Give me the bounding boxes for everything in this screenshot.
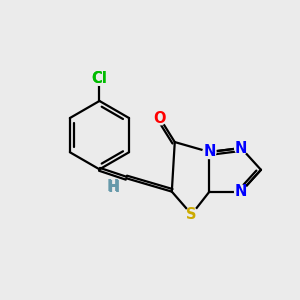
Text: N: N — [203, 145, 216, 160]
Text: S: S — [186, 207, 197, 222]
Text: Cl: Cl — [92, 71, 107, 86]
Circle shape — [203, 146, 216, 158]
Text: H: H — [107, 179, 119, 194]
Text: N: N — [235, 140, 247, 155]
Text: H: H — [108, 180, 120, 195]
Circle shape — [185, 208, 198, 221]
Circle shape — [93, 72, 106, 85]
Text: N: N — [235, 184, 247, 199]
Circle shape — [153, 112, 167, 125]
Circle shape — [235, 142, 248, 154]
Text: Cl: Cl — [92, 71, 107, 86]
Circle shape — [93, 72, 106, 85]
Circle shape — [235, 185, 248, 198]
Text: O: O — [154, 111, 166, 126]
